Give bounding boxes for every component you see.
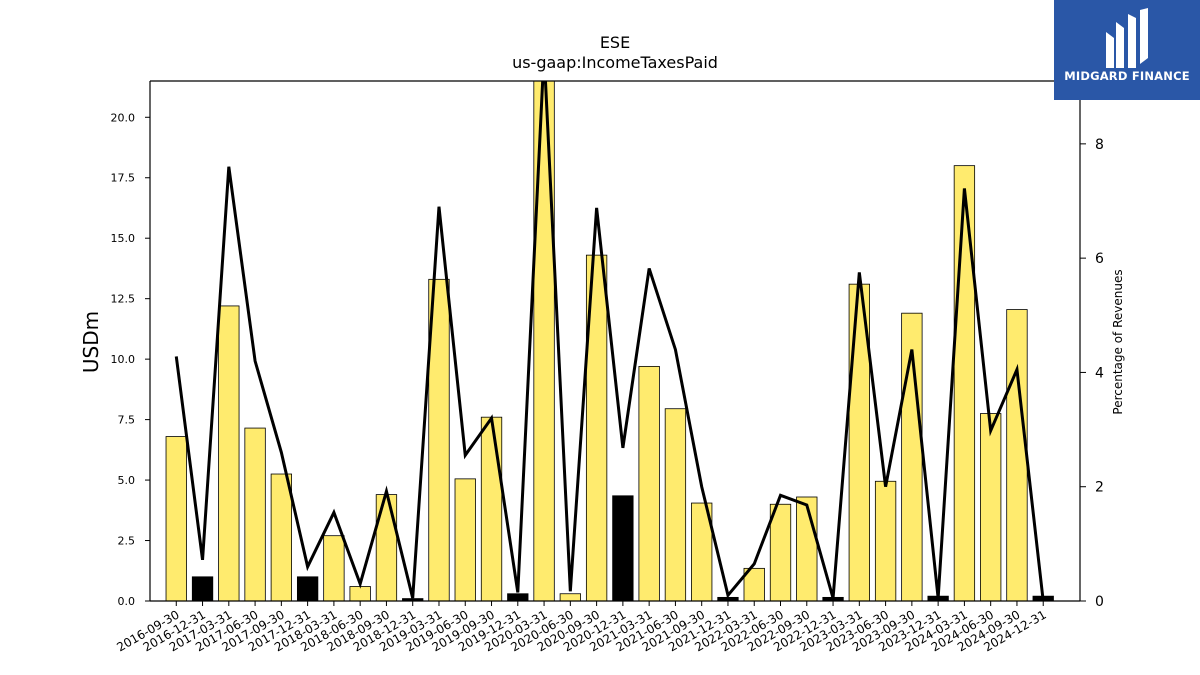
- bars-group: [165, 81, 1054, 601]
- logo-mark-icon: [1106, 8, 1148, 68]
- bar: [428, 278, 450, 601]
- bar: [533, 81, 555, 601]
- chart-subtitle: us-gaap:IncomeTaxesPaid: [512, 53, 718, 72]
- bar: [691, 502, 713, 601]
- bar: [402, 598, 424, 601]
- bar: [585, 254, 608, 601]
- percentage-line: [174, 81, 1045, 601]
- bar: [218, 305, 240, 601]
- axes-group: 2016-09-302016-12-312017-03-312017-06-30…: [111, 80, 1104, 654]
- bar: [454, 478, 476, 601]
- bar: [323, 535, 345, 601]
- line-group: [174, 81, 1045, 601]
- bar: [796, 496, 818, 601]
- bar: [612, 495, 634, 601]
- bar: [507, 593, 529, 601]
- bar: [664, 408, 687, 601]
- y2-tick-label: 4: [1095, 365, 1104, 381]
- bar: [375, 494, 398, 601]
- y-tick-label: 17.5: [111, 172, 136, 185]
- y-tick-label: 15.0: [111, 232, 136, 245]
- bar: [1006, 309, 1028, 601]
- brand-logo: MIDGARD FINANCE: [1054, 0, 1200, 100]
- y-tick-label: 0.0: [118, 595, 136, 608]
- bar: [349, 586, 371, 601]
- y-tick-label: 10.0: [111, 353, 136, 366]
- y-tick-label: 5.0: [118, 474, 136, 487]
- y-tick-label: 2.5: [118, 535, 136, 548]
- bar: [769, 503, 792, 601]
- y-axis-label: USDm: [79, 311, 103, 373]
- bar: [191, 576, 214, 601]
- y2-tick-label: 2: [1095, 480, 1104, 496]
- y-tick-label: 7.5: [118, 414, 136, 427]
- y-tick-label: 12.5: [111, 293, 136, 306]
- bar: [638, 365, 660, 601]
- bar: [480, 416, 503, 601]
- chart-title: ESE: [600, 33, 630, 52]
- y2-tick-label: 6: [1095, 251, 1104, 267]
- bar: [296, 576, 319, 601]
- bar: [980, 413, 1002, 601]
- y-tick-label: 20.0: [111, 111, 136, 124]
- bar: [953, 165, 976, 601]
- y2-axis-label: Percentage of Revenues: [1111, 269, 1125, 414]
- y2-tick-label: 8: [1095, 137, 1104, 153]
- bar: [270, 473, 293, 601]
- bar: [165, 436, 187, 601]
- bar: [874, 480, 897, 601]
- bar: [559, 593, 581, 601]
- logo-text: MIDGARD FINANCE: [1064, 69, 1190, 83]
- bar: [244, 427, 266, 601]
- y2-tick-label: 0: [1095, 594, 1104, 610]
